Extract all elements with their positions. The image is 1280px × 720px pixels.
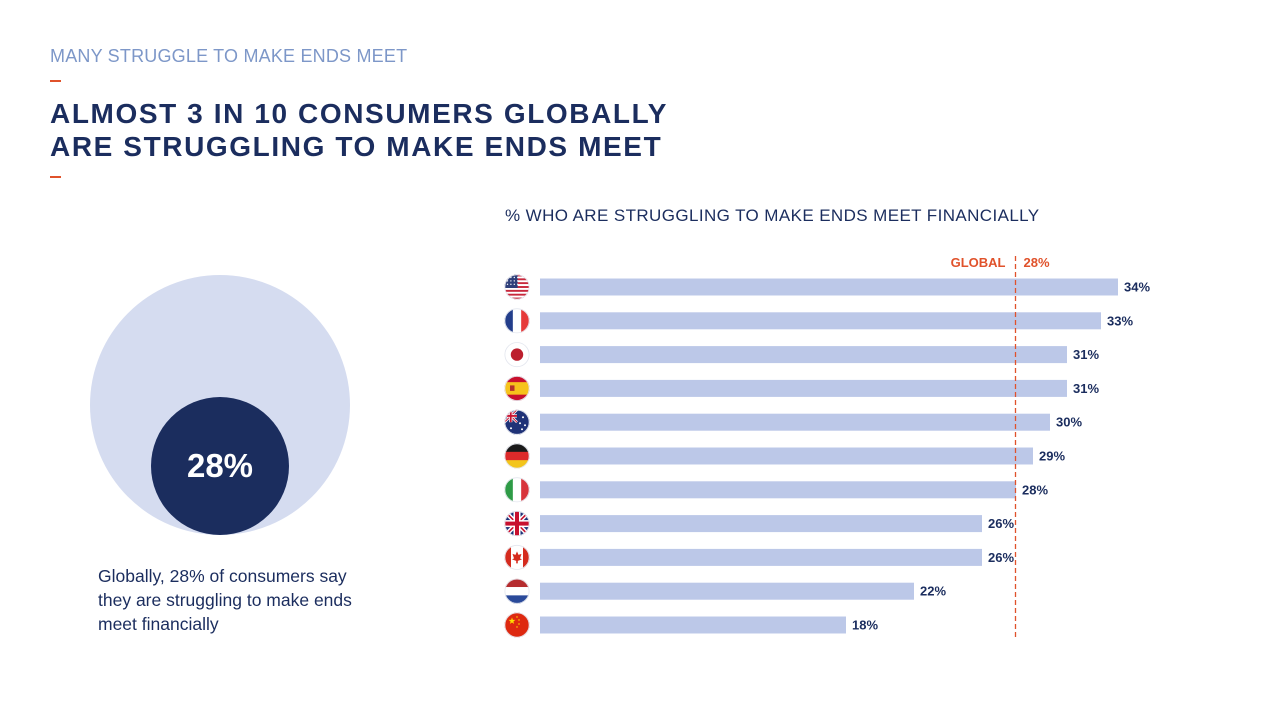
bar-value-label: 31% — [1073, 347, 1099, 362]
bar — [540, 413, 1050, 431]
bar — [540, 616, 846, 634]
australia-flag-icon — [504, 409, 530, 435]
bar-value-label: 28% — [1022, 482, 1048, 497]
netherlands-flag-icon — [504, 578, 530, 604]
france-flag-icon — [504, 308, 530, 334]
spain-flag-icon — [504, 375, 530, 401]
global-reference-value: 28% — [1024, 255, 1050, 270]
page-title: ALMOST 3 IN 10 CONSUMERS GLOBALLY ARE ST… — [50, 97, 668, 163]
bar — [540, 346, 1067, 364]
bar-value-label: 26% — [988, 550, 1014, 565]
uk-flag-icon — [504, 511, 530, 537]
italy-flag-icon — [504, 477, 530, 503]
bar — [540, 548, 982, 566]
stat-circle: 28% — [151, 397, 289, 535]
global-reference-label: GLOBAL — [951, 255, 1006, 270]
bar — [540, 582, 914, 600]
kicker-text: MANY STRUGGLE TO MAKE ENDS MEET — [50, 46, 408, 66]
stat-caption: Globally, 28% of consumers say they are … — [98, 566, 352, 634]
japan-flag-icon — [504, 342, 530, 368]
accent-dash — [50, 176, 61, 178]
bar-value-label: 33% — [1107, 313, 1133, 328]
bar — [540, 447, 1033, 465]
china-flag-icon — [504, 612, 530, 638]
us-flag-icon — [504, 274, 530, 300]
bar — [540, 379, 1067, 397]
bar-value-label: 31% — [1073, 381, 1099, 396]
bar-value-label: 26% — [988, 516, 1014, 531]
accent-dash — [50, 80, 61, 82]
germany-flag-icon — [504, 443, 530, 469]
bar-value-label: 34% — [1124, 280, 1150, 295]
bar-value-label: 22% — [920, 584, 946, 599]
bar — [540, 278, 1118, 296]
stat-value: 28% — [186, 447, 254, 484]
bar — [540, 481, 1016, 499]
bar-value-label: 29% — [1039, 449, 1065, 464]
canada-flag-icon — [504, 544, 530, 570]
bar-value-label: 30% — [1056, 415, 1082, 430]
chart-title: % WHO ARE STRUGGLING TO MAKE ENDS MEET F… — [505, 206, 1040, 225]
bar — [540, 312, 1101, 330]
title-line-1: ALMOST 3 IN 10 CONSUMERS GLOBALLY — [50, 98, 669, 129]
title-line-2: ARE STRUGGLING TO MAKE ENDS MEET — [50, 131, 663, 162]
bar — [540, 515, 982, 533]
bar-value-label: 18% — [852, 618, 878, 633]
